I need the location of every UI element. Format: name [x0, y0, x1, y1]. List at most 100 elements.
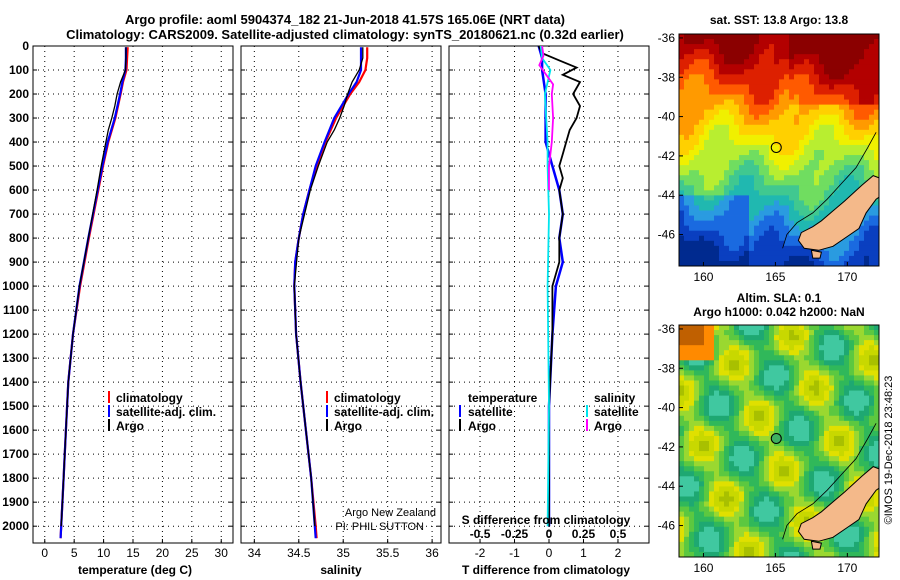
lat-tick-label: -44 — [658, 479, 676, 493]
temperature-x-ticks: 0 5 10 15 20 25 30 — [41, 546, 228, 560]
sst-map — [679, 34, 879, 266]
lon-tick-label: 165 — [765, 270, 785, 284]
depth-tick-label: 1100 — [3, 303, 29, 317]
depth-tick-label: 700 — [9, 207, 29, 221]
title-line1: Argo profile: aoml 5904374_182 21-Jun-20… — [125, 12, 565, 27]
x-tick-label: 20 — [156, 546, 170, 560]
lat-tick-label: -46 — [658, 519, 676, 533]
sla-map-ticks: 160 165 170 -36 -38 -40 -42 -44 -46 — [658, 322, 858, 575]
sst-map-ticks: 160 165 170 -36 -38 -40 -42 -44 -46 — [658, 31, 858, 284]
depth-tick-label: 500 — [9, 159, 29, 173]
lon-tick-label: 160 — [693, 561, 713, 575]
depth-tick-label: 1800 — [2, 471, 29, 485]
s-difference-ticks: -0.5 -0.25 0 0.25 0.5 — [470, 527, 627, 541]
depth-tick-label: 1000 — [2, 279, 29, 293]
float-position-marker — [770, 141, 782, 153]
x-tick-label: 2 — [615, 546, 622, 560]
credit: ©IMOS 19-Dec-2018 23:48:23 — [883, 376, 895, 525]
depth-tick-label: 100 — [9, 63, 29, 77]
depth-tick-label: 1900 — [2, 495, 29, 509]
x-tick-label: 35 — [337, 546, 351, 560]
depth-tick-label: 200 — [9, 87, 29, 101]
s-tick-label: 0 — [546, 527, 553, 541]
lat-tick-label: -38 — [658, 70, 676, 84]
series-s-argo — [538, 46, 555, 191]
temperature-xlabel: temperature (deg C) — [78, 563, 192, 577]
title-line2: Climatology: CARS2009. Satellite-adjuste… — [66, 27, 624, 42]
legend-s-satellite: satellite — [594, 405, 639, 419]
x-tick-label: 34 — [248, 546, 262, 560]
depth-tick-label: 1200 — [2, 327, 29, 341]
series-climatology — [59, 47, 129, 539]
x-tick-label: 15 — [126, 546, 140, 560]
series-climatology — [293, 47, 369, 539]
x-tick-label: -2 — [475, 546, 486, 560]
x-tick-label: 10 — [97, 546, 111, 560]
s-tick-label: 0.5 — [610, 527, 627, 541]
sla-map-title1: Altim. SLA: 0.1 — [737, 291, 822, 305]
depth-tick-label: 2000 — [2, 519, 29, 533]
lat-tick-label: -44 — [658, 188, 676, 202]
lat-tick-label: -46 — [658, 228, 676, 242]
legend-s-argo: Argo — [594, 419, 622, 433]
series-argo — [60, 47, 127, 527]
float-program: Argo New Zealand — [345, 507, 436, 519]
lat-tick-label: -36 — [658, 322, 676, 336]
legend-temperature-title: temperature — [468, 391, 538, 405]
lon-tick-label: 170 — [837, 561, 857, 575]
series-s-satellite — [539, 46, 552, 527]
sst-map-title: sat. SST: 13.8 Argo: 13.8 — [710, 13, 849, 27]
sla-map — [679, 325, 879, 557]
legend-climatology: climatology — [116, 391, 183, 405]
series-satellite-adj-clim- — [59, 47, 128, 539]
lat-tick-label: -36 — [658, 31, 676, 45]
lat-tick-label: -42 — [658, 440, 676, 454]
depth-tick-label: 0 — [22, 39, 29, 53]
legend-climatology: climatology — [334, 391, 401, 405]
series-satellite-adj-clim- — [293, 47, 363, 539]
x-tick-label: 34.5 — [287, 546, 311, 560]
land-south-island — [797, 466, 879, 542]
sla-map-frame — [678, 324, 880, 558]
lat-tick-label: -42 — [658, 149, 676, 163]
salinity-legend: climatology satellite-adj. clim. Argo Ar… — [326, 391, 436, 533]
depth-tick-label: 1400 — [2, 375, 29, 389]
depth-tick-label: 900 — [9, 255, 29, 269]
t-difference-xlabel: T difference from climatology — [462, 563, 630, 577]
legend-satellite: satellite-adj. clim. — [116, 405, 216, 419]
lon-tick-label: 170 — [837, 270, 857, 284]
s-tick-label: -0.5 — [470, 527, 491, 541]
legend-argo: Argo — [334, 419, 362, 433]
legend-t-argo: Argo — [468, 419, 496, 433]
legend-argo: Argo — [116, 419, 144, 433]
x-tick-label: 25 — [185, 546, 199, 560]
x-tick-label: 35.5 — [376, 546, 400, 560]
s-difference-xlabel: S difference from climatology — [462, 513, 631, 527]
land-stewart-island — [810, 540, 823, 550]
land-stewart-island — [810, 249, 823, 259]
s-tick-label: -0.25 — [501, 527, 529, 541]
s-tick-label: 0.25 — [572, 527, 596, 541]
lon-tick-label: 160 — [693, 270, 713, 284]
sst-map-frame — [678, 33, 880, 267]
x-tick-label: 5 — [71, 546, 78, 560]
isobath — [782, 423, 877, 540]
salinity-panel — [240, 45, 442, 544]
difference-legend: temperature satellite Argo salinity sate… — [459, 391, 639, 433]
isobath — [782, 132, 877, 249]
depth-tick-label: 1700 — [2, 447, 29, 461]
lat-tick-label: -38 — [658, 361, 676, 375]
legend-t-satellite: satellite — [468, 405, 513, 419]
lat-tick-label: -40 — [658, 401, 676, 415]
lon-tick-label: 165 — [765, 561, 785, 575]
depth-tick-label: 400 — [9, 135, 29, 149]
depth-tick-label: 1600 — [2, 423, 29, 437]
difference-x-ticks: -2 -1 0 1 2 — [475, 546, 622, 560]
salinity-xlabel: salinity — [320, 563, 362, 577]
float-position-marker — [770, 432, 782, 444]
float-pi: PI: PHIL SUTTON — [335, 521, 424, 533]
depth-tick-label: 1500 — [2, 399, 29, 413]
series-argo — [293, 47, 364, 527]
x-tick-label: 0 — [546, 546, 553, 560]
